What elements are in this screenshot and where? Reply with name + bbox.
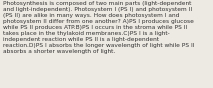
Text: Photosynthesis is composed of two main parts (light-dependent
and light-independ: Photosynthesis is composed of two main p… <box>3 1 194 54</box>
